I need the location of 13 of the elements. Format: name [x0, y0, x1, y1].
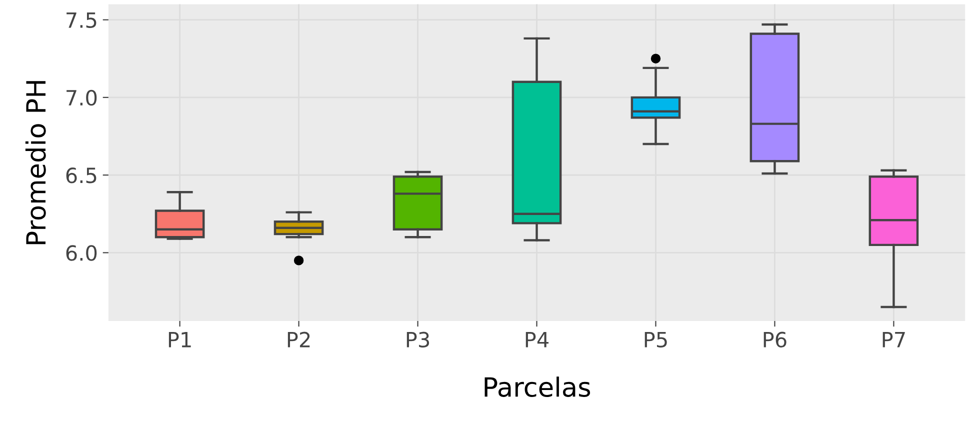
x-tick-label: P4	[526, 332, 548, 348]
x-tick-label: P7	[882, 332, 905, 348]
y-tick-label: 6.5	[66, 168, 96, 184]
y-tick-label: 6.0	[66, 245, 97, 261]
x-axis-title: Parcelas	[484, 376, 590, 398]
y-axis-title: Promedio PH	[25, 81, 46, 244]
x-tick-label: P6	[764, 332, 786, 348]
x-tick-label: P3	[406, 332, 430, 348]
x-tick-label: P1	[168, 332, 191, 348]
x-tick-label: P2	[288, 332, 310, 348]
y-tick-label: 7.0	[66, 90, 97, 106]
y-tick-label: 7.5	[66, 12, 96, 28]
x-tick-label: P5	[644, 332, 667, 348]
